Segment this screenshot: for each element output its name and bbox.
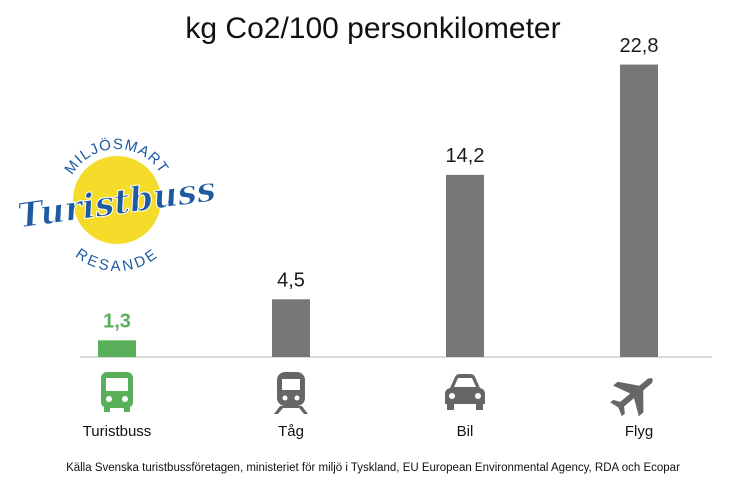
- logo: MILJÖSMART RESANDE Turistbuss: [15, 135, 219, 275]
- logo-circle: [73, 156, 161, 244]
- plane-icon: [610, 378, 653, 417]
- value-label: 14,2: [446, 145, 485, 167]
- bar: [272, 299, 310, 357]
- bar: [620, 64, 658, 357]
- value-label: 4,5: [277, 270, 305, 292]
- value-label: 1,3: [103, 311, 131, 333]
- x-tick-label: Turistbuss: [83, 423, 152, 440]
- bar: [446, 174, 484, 357]
- car-icon: [445, 374, 485, 410]
- x-tick-label: Bil: [457, 423, 474, 440]
- logo-bottom: RESANDE: [72, 245, 161, 275]
- chart-title: kg Co2/100 personkilometer: [185, 12, 560, 45]
- value-label: 22,8: [620, 35, 659, 57]
- logo-bottom-text: RESANDE: [72, 245, 159, 275]
- x-tick-label: Flyg: [625, 423, 653, 440]
- x-tick-label: Tåg: [278, 423, 304, 440]
- source-note: Källa Svenska turistbussföretagen, minis…: [66, 462, 680, 474]
- bar: [98, 340, 136, 357]
- train-icon: [274, 372, 308, 414]
- bus-icon: [101, 372, 133, 412]
